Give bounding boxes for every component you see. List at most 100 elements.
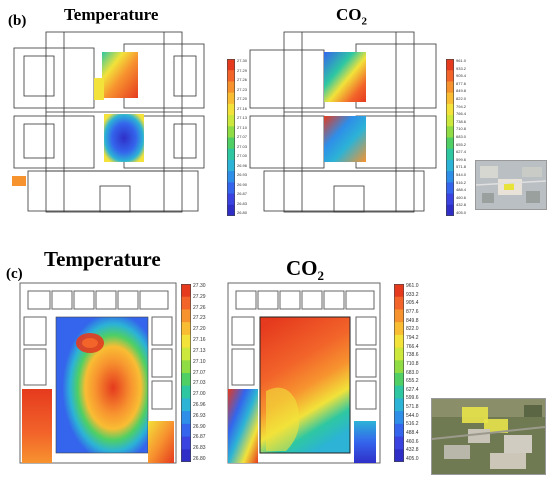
- colorbar-tick-label: 544.0: [456, 172, 467, 177]
- colorbar-swatch: [227, 126, 235, 138]
- colorbar-swatch: [446, 70, 454, 82]
- colorbar-tick-label: 26.90: [193, 423, 206, 430]
- colorbar-tick-label: 26.87: [237, 191, 248, 196]
- colorbar-swatch: [446, 204, 454, 216]
- colorbar-swatch: [446, 171, 454, 183]
- colorbar-tick-label: 405.0: [456, 210, 467, 215]
- colorbar-tick-label: 27.13: [193, 347, 206, 354]
- colorbar-swatch: [394, 423, 404, 438]
- colorbar-tick-label: 961.0: [406, 283, 419, 289]
- colorbar-swatch: [394, 360, 404, 374]
- colorbar-swatch: [394, 347, 404, 361]
- colorbar-tick-label: 488.4: [456, 187, 467, 193]
- colorbar-swatch: [181, 360, 191, 374]
- colorbar-tick-label: 683.0: [406, 369, 419, 376]
- panel-c-co2-title: CO2: [286, 256, 324, 284]
- panel-b-label: (b): [8, 13, 27, 29]
- colorbar-tick-label: 26.93: [237, 172, 248, 177]
- colorbar-tick-label: 544.0: [406, 412, 419, 419]
- colorbar-tick-label: 27.16: [237, 105, 248, 111]
- colorbar-tick-label: 26.90: [237, 181, 248, 187]
- co2-subscript: 2: [361, 15, 368, 28]
- colorbar-swatch: [227, 171, 235, 183]
- colorbar-frame: [394, 284, 404, 462]
- colorbar-swatch: [181, 423, 191, 438]
- panel-c-temperature-title: Temperature: [44, 247, 161, 271]
- colorbar-swatch: [181, 309, 191, 323]
- colorbar-tick-label: 27.20: [193, 326, 206, 333]
- colorbar-tick-label: 710.8: [456, 126, 467, 132]
- colorbar-tick-label: 27.30: [193, 283, 206, 289]
- colorbar-tick-label: 26.96: [193, 401, 206, 408]
- colorbar-swatch: [227, 70, 235, 82]
- colorbar-tick-label: 822.0: [406, 326, 419, 333]
- colorbar-swatch: [446, 137, 454, 150]
- colorbar-tick-label: 26.87: [193, 434, 206, 441]
- colorbar-swatch: [227, 92, 235, 105]
- colorbar-temperature-c: [181, 284, 191, 462]
- colorbar-tick-label: 27.13: [237, 115, 248, 120]
- panel-b-co2-title: CO2: [336, 5, 367, 27]
- colorbar-tick-label: 961.0: [456, 58, 467, 63]
- colorbar-swatch: [446, 148, 454, 161]
- room-plan-co2-c: [227, 282, 381, 464]
- colorbar-swatch: [394, 449, 404, 462]
- colorbar-tick-label: 26.96: [237, 162, 248, 168]
- colorbar-tick-label: 766.4: [406, 343, 419, 350]
- colorbar-tick-label: 460.6: [406, 438, 419, 445]
- colorbar-tick-label: 655.2: [456, 141, 467, 147]
- aerial-map-b: [475, 160, 547, 210]
- colorbar-tick-label: 26.80: [193, 456, 206, 462]
- colorbar-tick-label: 738.6: [456, 118, 467, 124]
- floor-plan-temperature-b: [12, 31, 205, 213]
- colorbar-tick-label: 432.8: [456, 202, 467, 208]
- colorbar-swatch: [446, 126, 454, 138]
- colorbar-swatch: [181, 449, 191, 462]
- co2-text: CO: [336, 5, 362, 24]
- colorbar-swatch: [227, 193, 235, 206]
- colorbar-tick-label: 766.4: [456, 111, 467, 117]
- colorbar-tick-label: 571.8: [456, 164, 467, 170]
- colorbar-tick-label: 27.29: [237, 67, 248, 73]
- colorbar-swatch: [181, 296, 191, 310]
- colorbar-swatch: [227, 159, 235, 172]
- colorbar-swatch: [446, 81, 454, 94]
- colorbar-swatch: [181, 411, 191, 425]
- colorbar-swatch: [446, 59, 454, 71]
- colorbar-tick-label: 27.23: [193, 315, 206, 322]
- colorbar-swatch: [227, 103, 235, 116]
- colorbar-frame: [227, 59, 235, 216]
- colorbar-swatch: [394, 411, 404, 425]
- panel-c-label: (c): [6, 266, 23, 282]
- colorbar-swatch: [394, 284, 404, 298]
- colorbar-swatch: [446, 115, 454, 127]
- colorbar-tick-label: 432.8: [406, 447, 419, 454]
- colorbar-tick-label: 933.2: [456, 65, 467, 71]
- colorbar-tick-label: 27.30: [237, 58, 248, 63]
- colorbar-tick-label: 627.4: [406, 386, 419, 393]
- colorbar-swatch: [446, 193, 454, 206]
- colorbar-tick-label: 27.26: [237, 77, 248, 82]
- colorbar-tick-label: 27.16: [193, 337, 206, 344]
- aerial-map-c: [431, 398, 546, 475]
- colorbar-swatch: [394, 373, 404, 387]
- colorbar-swatch: [394, 322, 404, 336]
- colorbar-swatch: [394, 385, 404, 399]
- colorbar-swatch: [227, 137, 235, 150]
- colorbar-tick-label: 27.10: [237, 124, 248, 130]
- colorbar-swatch: [227, 59, 235, 71]
- colorbar-tick-label: 26.80: [237, 210, 248, 215]
- colorbar-swatch: [394, 309, 404, 323]
- colorbar-swatch: [227, 115, 235, 127]
- colorbar-swatch: [394, 296, 404, 310]
- colorbar-tick-label: 905.4: [406, 300, 419, 307]
- colorbar-swatch: [227, 81, 235, 94]
- colorbar-tick-label: 27.26: [193, 304, 206, 311]
- colorbar-tick-label: 599.6: [406, 395, 419, 402]
- colorbar-frame: [446, 59, 454, 216]
- colorbar-co2-c: [394, 284, 404, 462]
- colorbar-temperature-b-labels: 27.30 27.29 27.26 27.23 27.20 27.16 27.13 27.10…: [237, 59, 259, 216]
- colorbar-tick-label: 27.10: [193, 358, 206, 365]
- colorbar-swatch: [181, 398, 191, 412]
- colorbar-tick-label: 27.03: [237, 143, 248, 149]
